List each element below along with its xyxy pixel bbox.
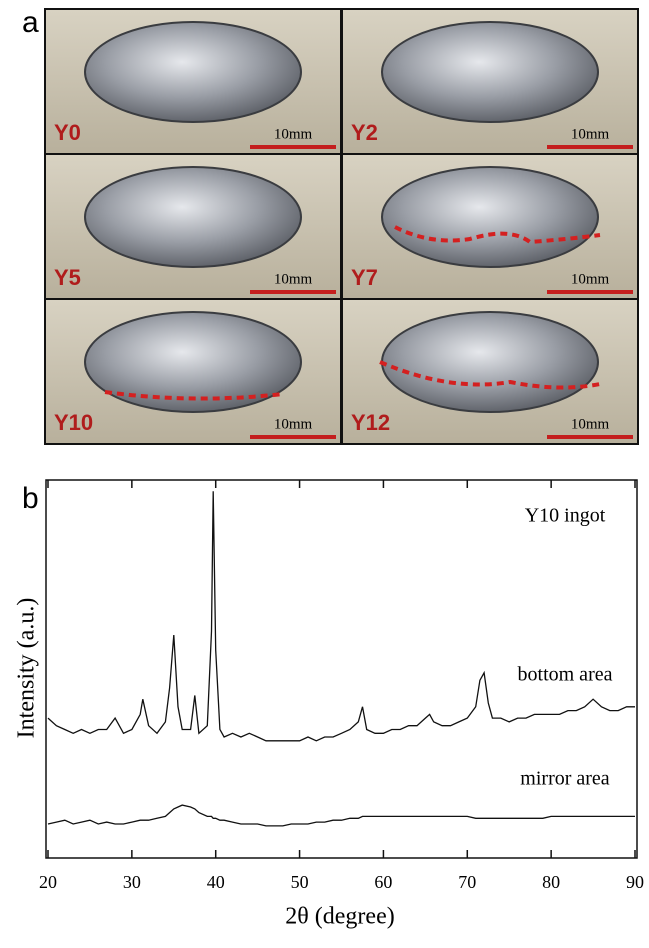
x-tick-label: 50 xyxy=(291,872,309,892)
series-label: bottom area xyxy=(518,664,613,686)
x-tick-label: 20 xyxy=(39,872,57,892)
scale-label: 10mm xyxy=(274,271,313,287)
x-axis-label: 2θ (degree) xyxy=(285,904,394,930)
xrd-line xyxy=(48,805,635,826)
x-tick-label: 60 xyxy=(374,872,392,892)
scale-label: 10mm xyxy=(274,416,313,432)
sample-label: Y5 xyxy=(54,265,81,290)
x-tick-label: 40 xyxy=(207,872,225,892)
xrd-line xyxy=(48,491,635,741)
figure: a b Y10 ingot 2θ (degree) Intensity (a.u… xyxy=(0,0,649,943)
ingot xyxy=(85,22,301,122)
x-tick-label: 30 xyxy=(123,872,141,892)
x-tick-label: 70 xyxy=(458,872,476,892)
x-tick-label: 80 xyxy=(542,872,560,892)
scale-label: 10mm xyxy=(571,416,610,432)
y-axis-label: Intensity (a.u.) xyxy=(14,598,40,739)
ingot xyxy=(85,167,301,267)
panel-label: b xyxy=(22,482,39,515)
ingot xyxy=(382,22,598,122)
series-label: mirror area xyxy=(520,768,610,790)
sample-label: Y10 xyxy=(54,410,93,435)
x-tick-label: 90 xyxy=(626,872,644,892)
scale-label: 10mm xyxy=(274,126,313,142)
chart-title: Y10 ingot xyxy=(525,505,606,527)
scale-label: 10mm xyxy=(571,271,610,287)
scale-label: 10mm xyxy=(571,126,610,142)
sample-label: Y12 xyxy=(351,410,390,435)
sample-label: Y2 xyxy=(351,120,378,145)
panel-label: a xyxy=(22,6,39,39)
ingot xyxy=(382,312,598,412)
sample-label: Y0 xyxy=(54,120,81,145)
ingot xyxy=(382,167,598,267)
sample-label: Y7 xyxy=(351,265,378,290)
